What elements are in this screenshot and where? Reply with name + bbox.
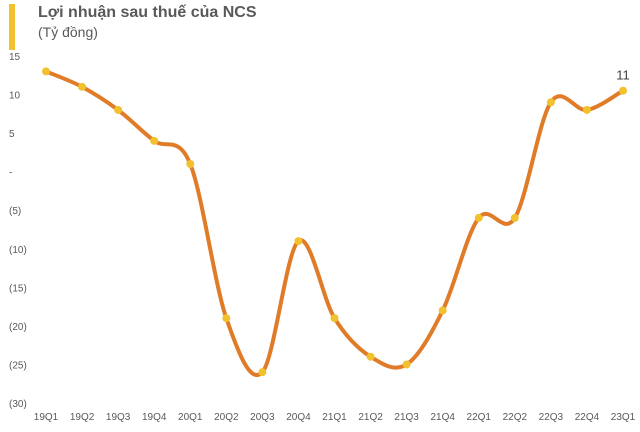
x-tick-label: 21Q3 <box>394 412 419 423</box>
data-point <box>42 67 50 76</box>
chart-subtitle: (Tỷ đồng) <box>38 24 98 40</box>
data-point <box>330 314 339 323</box>
data-point <box>294 237 303 246</box>
y-tick-label: (25) <box>9 360 27 371</box>
x-tick-label: 19Q1 <box>34 412 59 423</box>
data-point <box>582 105 591 114</box>
y-tick-label: (5) <box>9 206 21 217</box>
y-tick-label: (15) <box>9 283 27 294</box>
data-point <box>546 98 555 107</box>
x-axis: 19Q1 19Q2 19Q3 19Q4 20Q1 20Q2 20Q3 20Q4 21Q1 21Q2… <box>34 412 636 423</box>
data-point <box>619 86 627 95</box>
x-tick-label: 22Q4 <box>575 412 600 423</box>
y-axis: 15 10 5 - (5) (10) (15) (20) (25) (30) <box>9 52 27 410</box>
data-point <box>78 82 87 91</box>
data-point <box>366 352 375 361</box>
x-tick-label: 23Q1 <box>611 412 636 423</box>
data-point <box>150 136 159 145</box>
data-point <box>402 360 411 369</box>
data-point <box>258 368 267 377</box>
data-labels: 11 <box>616 68 630 83</box>
y-tick-label: 10 <box>9 91 21 102</box>
x-tick-label: 20Q1 <box>178 412 203 423</box>
data-point <box>510 213 519 222</box>
x-tick-label: 19Q3 <box>106 412 131 423</box>
y-tick-label: 5 <box>9 129 15 140</box>
title-accent-bar <box>9 4 15 50</box>
x-tick-label: 20Q4 <box>286 412 311 423</box>
x-tick-label: 21Q1 <box>322 412 347 423</box>
x-tick-label: 19Q2 <box>70 412 95 423</box>
y-tick-label: (30) <box>9 399 27 410</box>
x-tick-label: 19Q4 <box>142 412 167 423</box>
x-tick-label: 22Q2 <box>503 412 528 423</box>
y-tick-label: 15 <box>9 52 21 63</box>
x-tick-label: 21Q2 <box>358 412 383 423</box>
x-tick-label: 20Q2 <box>214 412 239 423</box>
series-markers <box>42 67 627 377</box>
x-tick-label: 22Q1 <box>467 412 492 423</box>
x-tick-label: 22Q3 <box>539 412 564 423</box>
x-tick-label: 20Q3 <box>250 412 275 423</box>
x-tick-label: 21Q4 <box>430 412 455 423</box>
data-point <box>186 159 195 168</box>
data-point <box>114 105 123 114</box>
y-tick-label: (20) <box>9 322 27 333</box>
chart-title: Lợi nhuận sau thuế của NCS <box>38 4 257 21</box>
y-tick-label: - <box>9 168 12 179</box>
data-point <box>222 314 231 323</box>
data-label: 11 <box>616 68 630 83</box>
data-point <box>474 213 483 222</box>
y-tick-label: (10) <box>9 245 27 256</box>
series-line <box>44 69 625 377</box>
data-point <box>438 306 447 315</box>
